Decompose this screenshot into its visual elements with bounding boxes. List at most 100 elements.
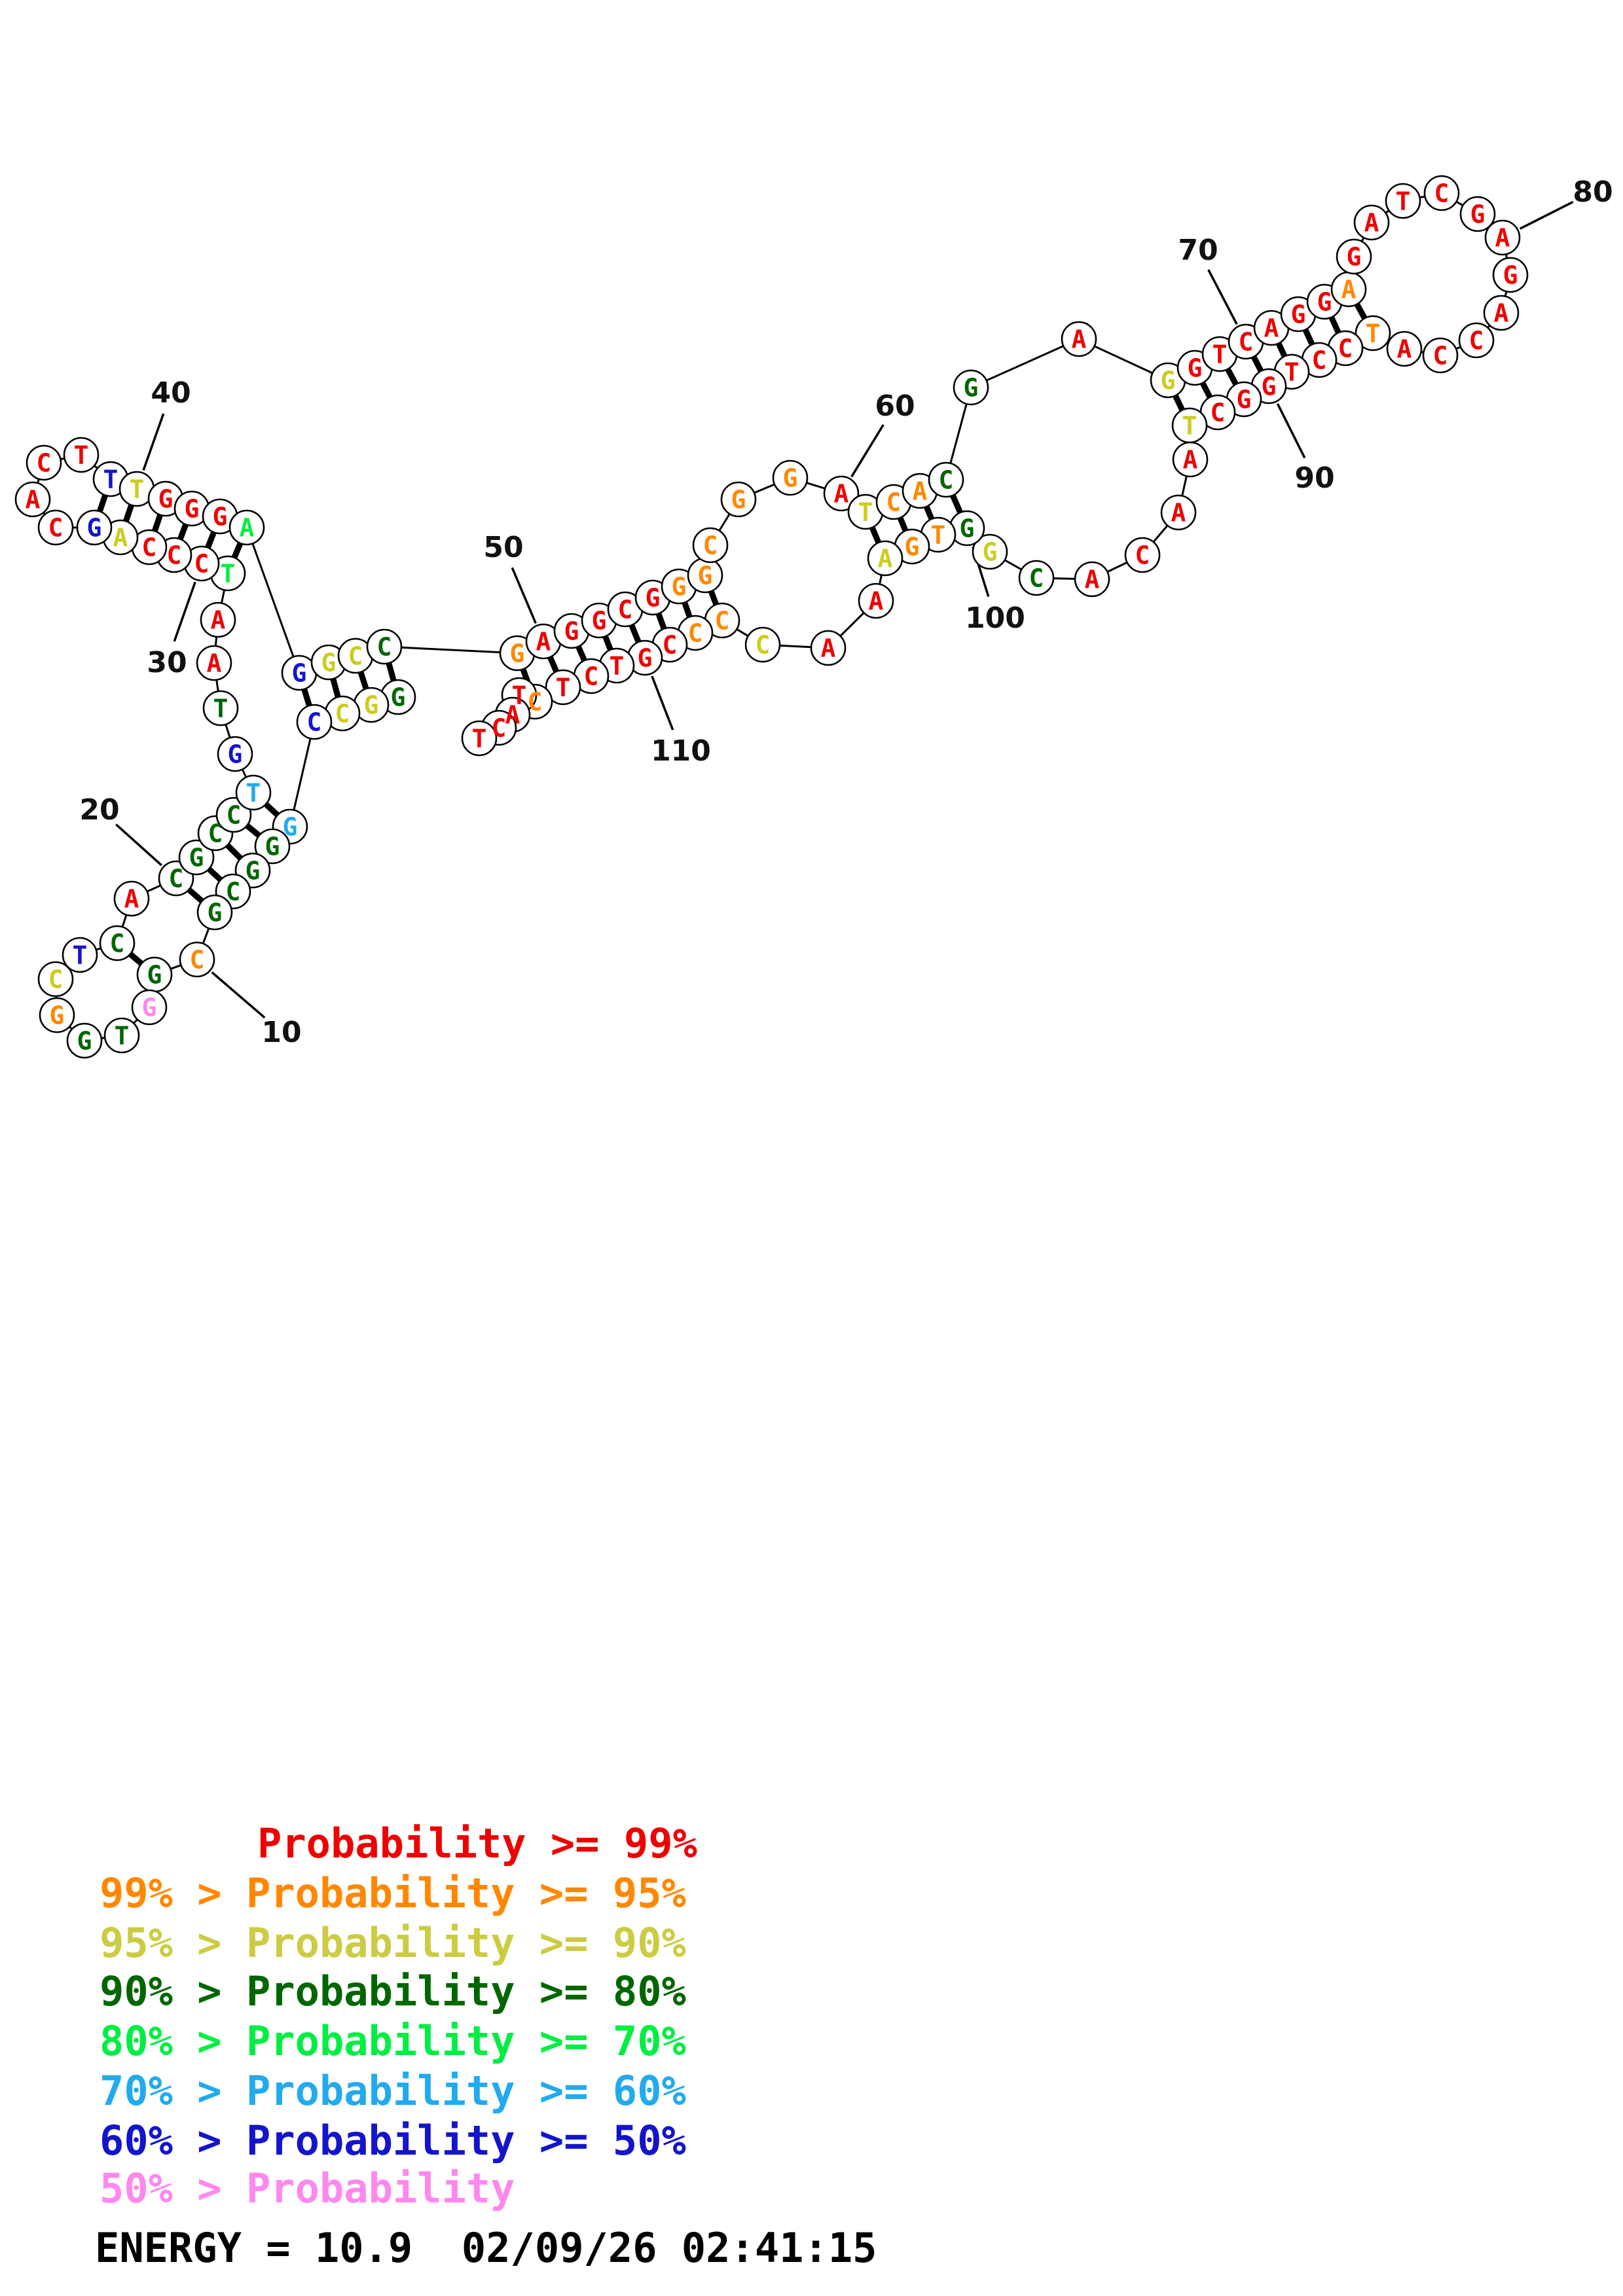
nucleotide-46-base: G [321,649,337,677]
nucleotide-106-circle [744,626,781,663]
nucleotide-37-circle [26,444,62,481]
nucleotide-75-base: G [1347,243,1362,272]
nucleotide-57-circle [692,527,729,564]
nucleotide-106-base: C [756,631,771,660]
nucleotide-62-base: C [886,488,902,517]
nucleotide-4-circle [296,704,333,740]
nucleotide-6-circle [254,828,291,865]
nucleotide-25-base: G [228,740,243,769]
legend-text: 70% > Probability >= 60% [100,2067,686,2115]
nucleotide-103-circle [867,540,903,577]
nucleotide-107-base: C [715,607,730,636]
nucleotide-80-circle [1484,219,1521,256]
nucleotide-95-base: A [1171,499,1186,528]
nucleotide-59-circle [772,459,809,496]
nucleotide-82-base: A [1494,299,1509,328]
nucleotide-45-base: G [292,659,307,688]
legend-text: 90% > Probability >= 80% [100,1967,686,2015]
legend-row-p95: 99% > Probability >= 95% [100,1873,686,1914]
nucleotide-43-base: G [213,503,228,531]
legend-row-p70: 80% > Probability >= 70% [100,2021,686,2062]
backbone-segment [289,721,316,828]
nucleotide-29-base: T [221,560,236,588]
nucleotide-61-base: T [858,498,873,527]
position-label-40: 40 [151,376,191,410]
nucleotide-17-base: T [73,941,88,970]
nucleotide-94-base: A [1183,446,1198,475]
nucleotide-17-circle [62,937,98,973]
nucleotide-26-circle [202,690,239,726]
nucleotide-35-base: C [48,514,64,543]
backbone-segment [383,645,519,655]
legend-text: 50% > Probability [100,2164,515,2212]
nucleotide-60-circle [823,475,860,512]
nucleotide-99-circle [972,533,1008,570]
nucleotide-93-base: T [1182,412,1197,440]
legend-row-p90: 95% > Probability >= 90% [100,1923,686,1964]
legend-row-p80: 90% > Probability >= 80% [100,1971,686,2012]
nucleotide-60-base: A [834,480,849,509]
position-label-110: 110 [651,734,711,768]
nucleotide-26-base: T [213,694,228,723]
nucleotide-7-base: G [246,857,261,886]
nucleotide-10-circle [179,941,215,978]
nucleotide-85-base: A [1397,335,1412,364]
nucleotide-33-base: A [113,524,128,552]
nucleotide-95-circle [1160,494,1197,531]
position-label-10: 10 [261,1016,301,1049]
nucleotide-101-base: T [931,521,946,550]
nucleotide-80-base: A [1495,224,1510,253]
nucleotide-72-base: G [1291,300,1306,329]
nucleotide-94-circle [1172,441,1209,478]
legend-text: 95% > Probability >= 90% [100,1919,686,1967]
position-label-90: 90 [1294,461,1334,495]
nucleotide-21-base: G [189,844,204,872]
nucleotide-104-base: A [869,587,884,616]
nucleotide-88-base: C [1312,346,1327,375]
nucleotide-85-circle [1386,331,1423,367]
nucleotide-113-base: T [556,673,571,702]
nucleotide-34-circle [76,509,113,546]
nucleotide-24-base: T [246,779,261,808]
nucleotide-82-circle [1483,295,1520,331]
nucleotide-9-base: G [208,899,223,927]
nucleotide-76-base: A [1364,209,1379,238]
label-pointer [142,413,165,471]
nucleotide-11-base: G [147,961,162,990]
nucleotide-6-base: G [265,833,280,861]
nucleotide-110-base: G [638,644,653,673]
legend-text: 60% > Probability >= 50% [100,2117,686,2164]
energy-footer: ENERGY = 10.9 02/09/26 02:41:15 [95,2224,877,2272]
nucleotide-66-circle [1061,321,1097,357]
nucleotide-112-base: C [584,662,599,691]
nucleotide-65-base: G [964,374,979,403]
nucleotide-34-base: G [87,514,102,543]
nucleotide-13-base: T [115,1022,130,1050]
label-pointer [850,424,884,478]
nucleotide-28-circle [200,601,236,638]
legend-row-p60: 70% > Probability >= 60% [100,2071,686,2111]
nucleotide-42-base: G [185,495,200,524]
nucleotide-10-base: C [190,946,205,975]
nucleotide-39-base: T [103,465,119,494]
nucleotide-58-base: G [731,486,746,514]
nucleotide-27-base: A [207,649,222,678]
label-pointer [211,971,266,1019]
nucleotide-70-base: C [1239,328,1254,357]
nucleotide-51-base: G [564,617,579,646]
nucleotide-63-base: A [913,477,928,506]
nucleotide-86-base: T [1366,319,1381,348]
legend-text: 80% > Probability >= 70% [100,2017,686,2065]
nucleotide-103-base: A [878,545,893,573]
nucleotide-117-base: C [492,714,507,743]
nucleotide-18-base: C [110,929,125,958]
nucleotide-67-base: G [1161,367,1176,395]
nucleotide-102-base: G [905,533,920,562]
nucleotide-9-circle [196,894,233,931]
nucleotide-79-circle [1459,196,1496,232]
nucleotide-22-base: C [208,819,223,848]
label-pointer [1207,269,1238,325]
nucleotide-71-base: A [1264,314,1279,343]
nucleotide-98-base: C [1029,564,1044,593]
nucleotide-13-circle [103,1017,140,1054]
